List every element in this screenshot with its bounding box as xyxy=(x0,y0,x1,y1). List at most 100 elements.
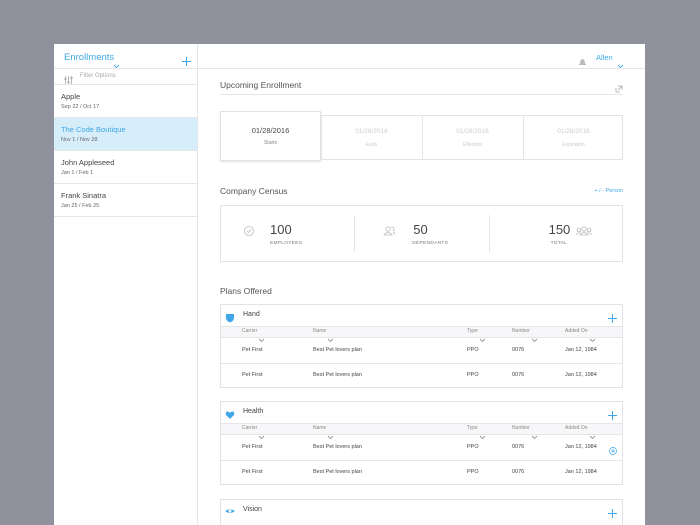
plan-cell: Jan 12, 1984 xyxy=(565,372,597,378)
plan-cell: PPO xyxy=(467,444,479,450)
plan-cell: PPO xyxy=(467,347,479,353)
sort-chevron xyxy=(327,330,334,343)
item-divider xyxy=(54,183,197,184)
plan-cell: Best Pet lovers plan xyxy=(313,347,362,353)
sort-chevron xyxy=(327,427,334,440)
census-label: DEPENDANTS xyxy=(412,241,449,246)
sort-chevron xyxy=(531,330,538,343)
column-header[interactable]: Number xyxy=(512,328,530,334)
enrollment-dates: Nov 1 / Nov 28 xyxy=(61,137,98,143)
column-header[interactable]: Carrier xyxy=(242,328,258,334)
sidebar-title[interactable]: Enrollments xyxy=(64,52,115,63)
card-divider xyxy=(321,115,322,160)
date-card-active[interactable] xyxy=(220,111,321,161)
title-chevron-svg xyxy=(113,64,120,69)
card-label: Effective xyxy=(462,142,483,148)
sort-chevron xyxy=(479,427,486,440)
census-icon xyxy=(575,224,592,236)
bell-icon-svg xyxy=(579,59,586,65)
plan-cell: PPO xyxy=(467,372,479,378)
plan-cell: PPO xyxy=(467,469,479,475)
plan-cell: Jan 12, 1984 xyxy=(565,444,597,450)
plan-cell: Pet First xyxy=(242,444,263,450)
enrollment-name: Frank Sinatra xyxy=(61,191,107,200)
column-header[interactable]: Carrier xyxy=(242,425,258,431)
column-header-bar xyxy=(221,423,622,435)
enrollment-item[interactable] xyxy=(54,184,197,216)
column-header[interactable]: Name xyxy=(313,328,327,334)
column-header-bar xyxy=(221,326,622,338)
column-header[interactable]: Type xyxy=(467,425,478,431)
sort-chevron-svg xyxy=(479,338,486,343)
column-header[interactable]: Added On xyxy=(565,425,588,431)
enrollment-name: Apple xyxy=(61,92,81,101)
enrollment-item[interactable] xyxy=(54,85,197,117)
row-divider xyxy=(221,363,622,364)
add-plan[interactable] xyxy=(608,310,617,323)
add-plan[interactable] xyxy=(608,505,617,518)
plan-icon xyxy=(225,407,235,419)
filter-options[interactable]: Filter Options xyxy=(80,73,116,79)
item-divider xyxy=(54,117,197,118)
add-plan-svg xyxy=(608,314,617,323)
plan-icon xyxy=(225,310,235,323)
card-label: Ends xyxy=(365,142,378,148)
plan-cell: Jan 12, 1984 xyxy=(565,469,597,475)
section-title: Plans Offered xyxy=(220,286,272,296)
filter-divider xyxy=(54,84,197,85)
sort-chevron xyxy=(258,330,265,343)
add-enrollment-svg xyxy=(182,57,191,66)
census-icon xyxy=(243,224,255,236)
plan-cell: 0076 xyxy=(512,469,525,475)
plan-name: Health xyxy=(243,408,264,415)
plan-box xyxy=(220,401,623,485)
user-chevron-svg xyxy=(617,64,624,69)
plan-cell: Jan 12, 1984 xyxy=(565,347,597,353)
census-label: TOTAL xyxy=(550,241,568,246)
enrollment-dates: Jan 1 / Feb 1 xyxy=(61,170,94,176)
export-icon[interactable] xyxy=(615,80,623,93)
filter-icon-svg xyxy=(64,76,73,85)
census-icon-svg xyxy=(575,226,592,236)
column-header[interactable]: Type xyxy=(467,328,478,334)
plan-name: Vision xyxy=(243,506,262,513)
enrollment-item[interactable] xyxy=(54,118,197,150)
sort-chevron-svg xyxy=(258,435,265,440)
row-add-icon[interactable] xyxy=(609,442,617,455)
census-box xyxy=(220,205,623,262)
census-label: EMPLOYEES xyxy=(270,241,303,246)
census-icon-svg xyxy=(244,226,254,236)
user-chevron xyxy=(617,56,624,69)
enrollment-dates: Sep 22 / Oct 17 xyxy=(61,104,100,110)
card-divider xyxy=(523,115,524,160)
add-plan[interactable] xyxy=(608,407,617,420)
enrollment-name: The Code Boutique xyxy=(61,125,126,134)
column-header[interactable]: Number xyxy=(512,425,530,431)
sort-chevron-svg xyxy=(531,435,538,440)
enrollment-item[interactable] xyxy=(54,151,197,183)
add-enrollment[interactable] xyxy=(182,53,191,66)
user-name[interactable]: Allen xyxy=(596,53,613,62)
plan-box xyxy=(220,304,623,388)
plan-cell: Best Pet lovers plan xyxy=(313,372,362,378)
add-plan-svg xyxy=(608,411,617,420)
card-date: 01/28/2016 xyxy=(557,128,590,135)
row-add-icon-svg xyxy=(609,447,617,455)
plan-icon-svg xyxy=(225,509,235,513)
row-divider xyxy=(221,460,622,461)
plan-cell: 0076 xyxy=(512,347,525,353)
sort-chevron xyxy=(479,330,486,343)
census-action[interactable]: + / - Person xyxy=(594,188,623,194)
plan-icon xyxy=(225,505,235,515)
enrollment-dates: Jan 25 / Feb 25 xyxy=(61,203,100,209)
item-divider xyxy=(54,216,197,217)
plan-cell: 0076 xyxy=(512,444,525,450)
card-date: 01/28/2016 xyxy=(456,128,489,135)
column-header[interactable]: Name xyxy=(313,425,327,431)
plan-box xyxy=(220,499,623,525)
column-header[interactable]: Added On xyxy=(565,328,588,334)
census-divider xyxy=(354,215,356,252)
plan-cell: Pet First xyxy=(242,469,263,475)
card-date: 01/28/2016 xyxy=(355,128,388,135)
